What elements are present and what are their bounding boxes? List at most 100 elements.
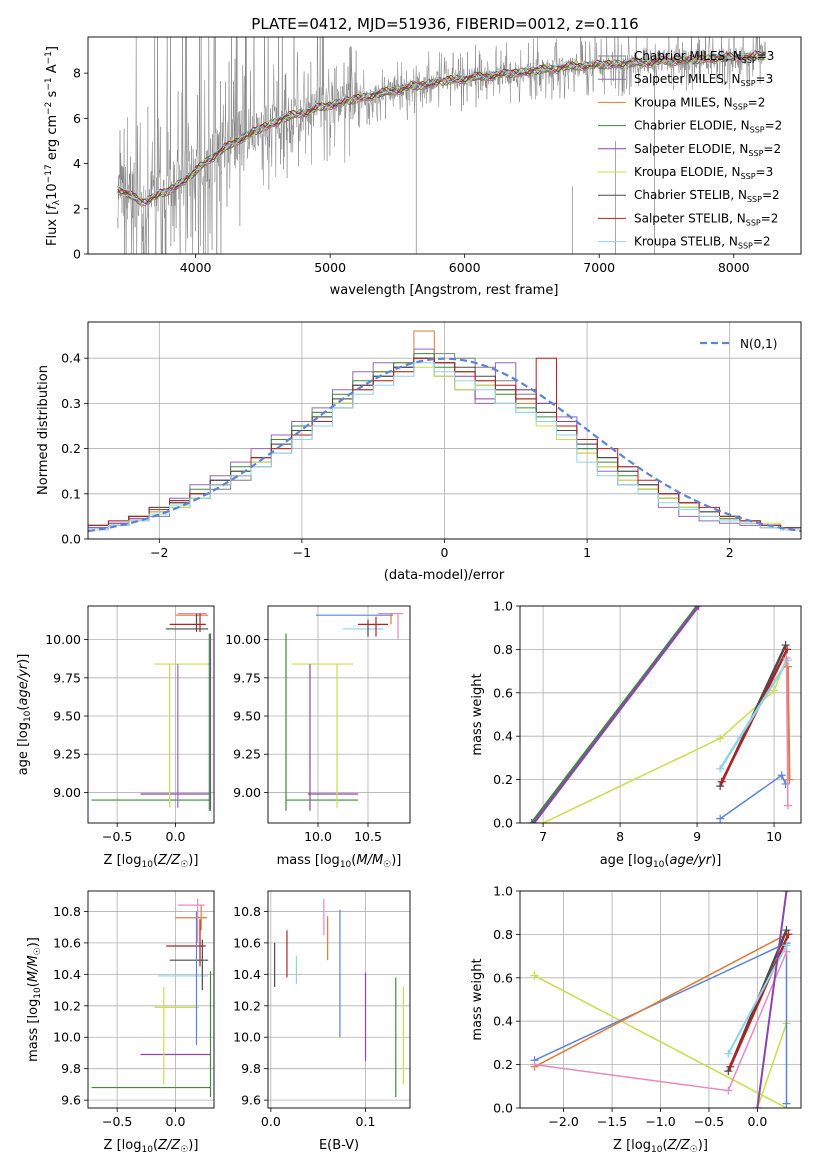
legend-label: N(0,1) [740, 337, 777, 351]
residuals-panel: −2 −1 0 1 2 0.0 0.1 0.2 0.3 0.4 N(0,1) (data-model)… [36, 321, 802, 583]
y-tick-label: 9.50 [233, 709, 261, 724]
y-tick-label: 10.8 [53, 904, 81, 919]
weight-marker [716, 782, 725, 791]
weight-vs-age-panel: 7 8 9 10 0.0 0.2 0.4 0.6 0.8 1.0 age [log10(age/yr… [470, 599, 802, 870]
y-axis-label: mass [log10(M/M☉)] [26, 937, 43, 1062]
weight-line [786, 666, 791, 780]
y-tick-label: 10.2 [233, 998, 261, 1013]
x-axis-label: Z [log10(Z/Z☉)] [104, 853, 199, 870]
errorbars [91, 898, 212, 1097]
spectrum-panel: 4000 5000 6000 7000 8000 0 2 4 6 8 Chabrier MILES,… [44, 36, 802, 298]
weight-marker [724, 1049, 733, 1058]
weight-marker [529, 819, 538, 823]
legend-value: =3 [756, 72, 774, 86]
weight-marker [530, 1060, 539, 1069]
y-tick-label: 0.8 [493, 642, 513, 657]
y-tick-label: 9.8 [61, 1061, 81, 1076]
x-tick-label: 0.1 [356, 1114, 376, 1129]
histogram-lines [88, 330, 801, 533]
legend-sub: SSP [747, 195, 762, 204]
y-tick-label: 0.4 [493, 1014, 513, 1029]
y-tick-label: 9.25 [53, 747, 81, 762]
legend-value: =2 [748, 95, 766, 109]
legend-value: =2 [763, 142, 781, 156]
weight-line [719, 774, 787, 820]
weight-marker [777, 771, 786, 780]
y-tick-label: 0.0 [493, 1101, 513, 1116]
legend-sub: SSP [738, 242, 753, 251]
y-tick-label: 0.6 [493, 970, 513, 985]
weight-marker [782, 654, 791, 663]
legend-name: Salpeter MILES, N [634, 72, 741, 86]
weight-marker [782, 1099, 791, 1108]
model-fit-line [117, 51, 766, 201]
y-tick-label: 10.0 [53, 1030, 81, 1045]
legend-sub: SSP [733, 102, 748, 111]
legend-name: Kroupa STELIB, N [634, 235, 738, 249]
y-axis-label: mass weight [470, 673, 485, 755]
weight-line [756, 891, 788, 1108]
weight-marker [785, 775, 794, 784]
legend-label: Kroupa STELIB, NSSP=2 [634, 235, 771, 251]
weight-marker [783, 645, 792, 654]
y-tick-label: 0.0 [493, 816, 513, 831]
x-tick-label: 9 [693, 829, 701, 844]
weight-marker [753, 1104, 762, 1108]
weight-marker [539, 819, 548, 823]
y-tick-label: 8 [73, 66, 81, 81]
legend-label: Salpeter STELIB, NSSP=2 [634, 211, 778, 227]
weight-marker [717, 777, 726, 786]
model-fit-line [117, 50, 766, 205]
legend-label: Kroupa ELODIE, NSSP=3 [634, 165, 773, 181]
weight-marker [716, 764, 725, 773]
legend-value: =3 [756, 165, 774, 179]
weight-marker [770, 686, 779, 695]
x-tick-label: −0.5 [102, 1114, 132, 1129]
x-tick-label: −1.0 [645, 1114, 675, 1129]
x-tick-label: 10 [766, 829, 782, 844]
legend-label: Salpeter MILES, NSSP=3 [634, 72, 773, 88]
x-axis-label: Z [log10(Z/Z☉)] [104, 1138, 199, 1155]
y-tick-label: 0.3 [61, 396, 81, 411]
legend-name: Salpeter STELIB, N [634, 211, 746, 225]
legend-label: Kroupa MILES, NSSP=2 [634, 95, 765, 111]
x-tick-label: 7 [539, 829, 547, 844]
y-tick-label: 1.0 [493, 884, 513, 899]
y-tick-label: 0.4 [61, 351, 81, 366]
legend-value: =2 [753, 235, 771, 249]
legend-name: Chabrier STELIB, N [634, 188, 747, 202]
x-axis-label: E(B-V) [319, 1138, 359, 1153]
y-tick-label: 0.6 [493, 685, 513, 700]
x-axis-label: age [log10(age/yr)] [600, 853, 722, 870]
y-tick-label: 10.6 [233, 935, 261, 950]
axes-frame [87, 321, 802, 540]
y-tick-label: 1.0 [493, 599, 513, 614]
y-axis-label: age [log10(age/yr)] [16, 654, 33, 776]
legend-name: Chabrier MILES, N [634, 49, 742, 63]
weight-line [785, 658, 789, 806]
axes-frame [519, 890, 802, 1109]
weight-marker [783, 662, 792, 671]
axes-frame [267, 605, 411, 824]
weight-line [530, 606, 699, 823]
y-tick-label: 9.8 [241, 1061, 261, 1076]
legend-value: =3 [757, 49, 775, 63]
residual-legend: N(0,1) [700, 337, 777, 351]
legend-sub: SSP [750, 126, 765, 135]
weight-vs-metallicity-panel: −2.0 −1.5 −1.0 −0.5 0.0 0.0 0.2 0.4 0.6 0.8 1.0 Z [… [470, 884, 802, 1155]
y-tick-label: 10.4 [233, 967, 261, 982]
y-tick-label: 10.0 [233, 1030, 261, 1045]
x-tick-label: 4000 [180, 260, 212, 275]
weight-marker [782, 926, 791, 935]
legend-value: =2 [761, 211, 779, 225]
normal-curve [88, 357, 801, 533]
x-tick-label: −1.5 [597, 1114, 627, 1129]
y-tick-label: 0.0 [61, 532, 81, 547]
y-tick-label: 0.2 [493, 1057, 513, 1072]
axes-frame [519, 605, 802, 824]
weight-marker [724, 1086, 733, 1095]
weight-line [534, 942, 787, 1061]
y-tick-label: 6 [73, 111, 81, 126]
x-tick-label: 0 [441, 545, 449, 560]
